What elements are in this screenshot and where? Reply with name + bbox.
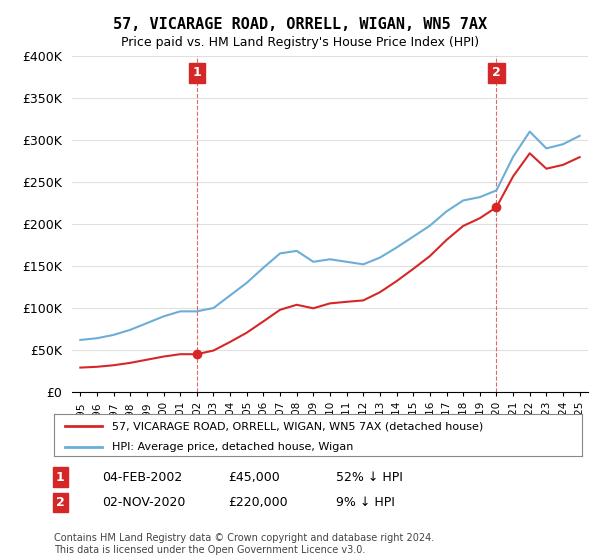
Text: 1: 1 — [56, 470, 64, 484]
Text: Contains HM Land Registry data © Crown copyright and database right 2024.
This d: Contains HM Land Registry data © Crown c… — [54, 533, 434, 555]
Text: Price paid vs. HM Land Registry's House Price Index (HPI): Price paid vs. HM Land Registry's House … — [121, 36, 479, 49]
Text: 2: 2 — [492, 66, 501, 80]
Text: 02-NOV-2020: 02-NOV-2020 — [102, 496, 185, 509]
Text: 04-FEB-2002: 04-FEB-2002 — [102, 470, 182, 484]
Text: 57, VICARAGE ROAD, ORRELL, WIGAN, WN5 7AX: 57, VICARAGE ROAD, ORRELL, WIGAN, WN5 7A… — [113, 17, 487, 32]
Text: £45,000: £45,000 — [228, 470, 280, 484]
Text: 2: 2 — [56, 496, 64, 509]
Text: 1: 1 — [193, 66, 201, 80]
Text: 9% ↓ HPI: 9% ↓ HPI — [336, 496, 395, 509]
Text: 57, VICARAGE ROAD, ORRELL, WIGAN, WN5 7AX (detached house): 57, VICARAGE ROAD, ORRELL, WIGAN, WN5 7A… — [112, 421, 484, 431]
Text: £220,000: £220,000 — [228, 496, 287, 509]
Text: HPI: Average price, detached house, Wigan: HPI: Average price, detached house, Wiga… — [112, 442, 353, 452]
Text: 52% ↓ HPI: 52% ↓ HPI — [336, 470, 403, 484]
